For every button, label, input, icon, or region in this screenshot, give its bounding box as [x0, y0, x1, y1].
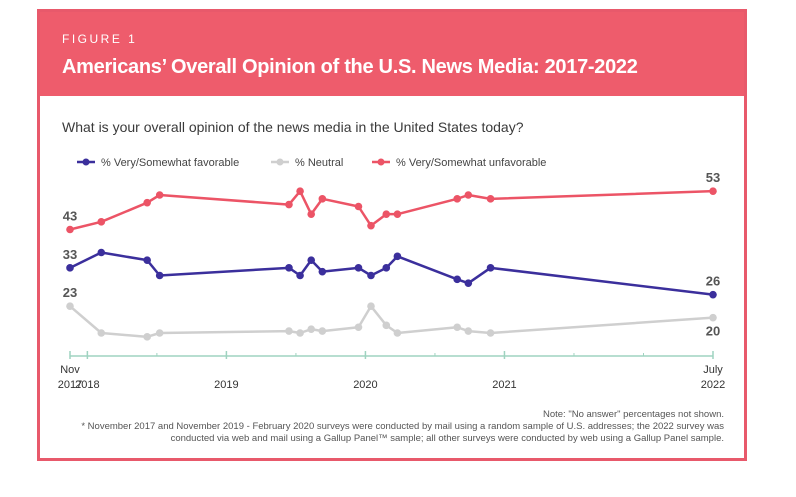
legend-marker: [82, 158, 90, 166]
legend-label: % Neutral: [295, 157, 343, 169]
series-layer: [66, 187, 717, 341]
data-point: [97, 248, 106, 257]
data-point: [97, 218, 106, 226]
legend-marker: [377, 158, 385, 166]
legend-label: % Very/Somewhat unfavorable: [396, 157, 546, 169]
data-point: [382, 210, 391, 218]
x-tick-label: Nov: [60, 364, 80, 376]
chart-notes: Note: "No answer" percentages not shown.…: [64, 409, 724, 445]
series-line: [69, 304, 714, 339]
figure-title: Americans’ Overall Opinion of the U.S. N…: [62, 56, 638, 78]
data-label: 23: [63, 285, 77, 300]
data-label: 43: [63, 209, 77, 224]
data-point: [393, 329, 402, 337]
x-tick-label: 2021: [492, 379, 516, 391]
figure-frame: FIGURE 1 Americans’ Overall Opinion of t…: [37, 9, 747, 461]
data-point: [486, 195, 495, 203]
figure-header: FIGURE 1 Americans’ Overall Opinion of t…: [40, 12, 744, 96]
x-tick-label: July: [703, 364, 723, 376]
data-point: [307, 210, 316, 218]
series-group: [66, 302, 717, 341]
data-point: [709, 187, 717, 195]
x-tick-label: 2018: [75, 379, 99, 391]
x-tick-label: 2017: [58, 379, 82, 391]
data-point: [318, 327, 327, 335]
legend-item: % Very/Somewhat unfavorable: [372, 157, 546, 169]
figure-label: FIGURE 1: [62, 32, 138, 46]
data-point: [143, 256, 151, 264]
x-tick-label: 2019: [214, 379, 238, 391]
data-point: [367, 271, 375, 280]
data-label: 20: [706, 324, 720, 339]
data-point: [296, 329, 304, 337]
data-point: [453, 323, 461, 332]
data-point: [66, 264, 74, 272]
data-point: [155, 191, 164, 199]
note-line: conducted via web and mail using a Gallu…: [170, 433, 724, 444]
legend-label: % Very/Somewhat favorable: [101, 157, 239, 169]
survey-question: What is your overall opinion of the news…: [62, 119, 524, 135]
data-point: [464, 279, 473, 287]
data-label: 26: [706, 274, 720, 289]
data-point: [486, 329, 495, 337]
legend-item: % Neutral: [271, 157, 343, 169]
data-point: [367, 221, 375, 230]
data-label: 33: [63, 247, 77, 262]
series-line: [69, 251, 714, 296]
data-point: [453, 275, 461, 284]
data-point: [367, 302, 375, 310]
series-group: [66, 248, 717, 299]
data-point: [464, 327, 473, 335]
data-point: [66, 302, 74, 310]
data-point: [307, 256, 316, 264]
x-tick-label: 2022: [701, 379, 725, 391]
note-line: * November 2017 and November 2019 - Febr…: [81, 421, 724, 432]
data-point: [354, 323, 363, 332]
data-point: [296, 271, 304, 280]
note-line: Note: "No answer" percentages not shown.: [542, 409, 724, 420]
data-point: [382, 321, 391, 330]
data-point: [393, 252, 402, 261]
data-point: [393, 210, 402, 218]
data-point: [143, 198, 151, 207]
line-chart: % Very/Somewhat favorable % Neutral % Very…: [58, 157, 725, 391]
data-point: [354, 264, 363, 272]
data-point: [709, 313, 717, 322]
data-point: [285, 200, 293, 209]
series-group: [66, 187, 717, 234]
data-point: [709, 290, 717, 299]
data-point: [285, 327, 293, 335]
legend-marker: [276, 158, 284, 166]
data-point: [66, 225, 74, 234]
chart-legend: % Very/Somewhat favorable % Neutral % Very…: [77, 157, 546, 169]
data-point: [143, 333, 151, 341]
data-point: [318, 267, 327, 276]
data-point: [155, 329, 164, 337]
series-line: [69, 189, 714, 231]
data-point: [464, 191, 473, 199]
data-point: [453, 195, 461, 203]
data-point: [486, 264, 495, 272]
data-point: [354, 202, 363, 211]
data-point: [318, 195, 327, 203]
x-tick-label: 2020: [353, 379, 377, 391]
data-point: [296, 187, 304, 195]
data-point: [155, 271, 164, 280]
legend-item: % Very/Somewhat favorable: [77, 157, 239, 169]
data-point: [382, 264, 391, 272]
data-point: [97, 329, 106, 337]
value-labels: 33 26 23 20 43 53: [63, 170, 720, 338]
data-point: [307, 325, 316, 333]
data-point: [285, 264, 293, 272]
data-label: 53: [706, 170, 720, 185]
